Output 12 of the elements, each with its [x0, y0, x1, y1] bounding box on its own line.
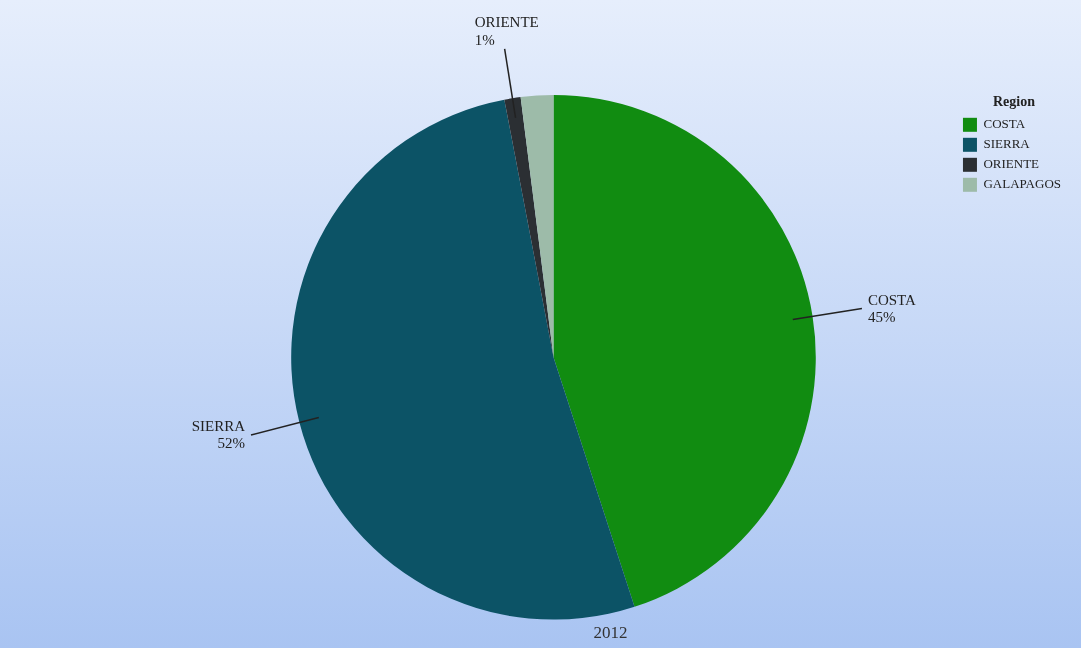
- legend-label: ORIENTE: [983, 156, 1040, 172]
- data-label: 45%: [867, 308, 896, 325]
- text: 2012: [593, 623, 628, 643]
- slice-label: COSTA: [867, 291, 917, 308]
- data-label: 52%: [217, 435, 245, 452]
- legend-label: SIERRA: [983, 136, 1031, 152]
- legend-title: Region: [992, 93, 1036, 109]
- slice-label: SIERRA: [191, 418, 246, 435]
- slice-label: ORIENTE: [474, 14, 539, 31]
- data-label: 1%: [474, 32, 495, 49]
- legend-label: COSTA: [983, 116, 1026, 132]
- legend-label: GALAPAGOS: [983, 176, 1062, 192]
